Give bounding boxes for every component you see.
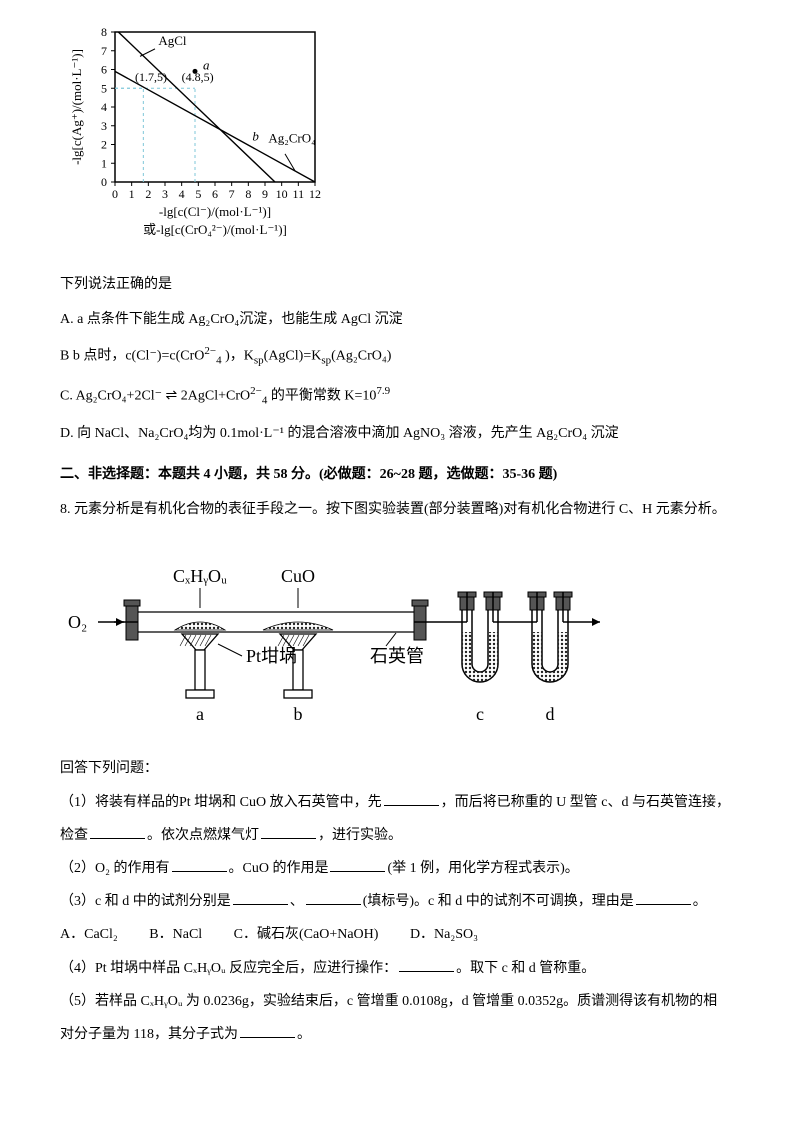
svg-text:-lg[c(Cl⁻)/(mol·L⁻¹)]: -lg[c(Cl⁻)/(mol·L⁻¹)] [159,204,271,219]
svg-text:(1.7,5): (1.7,5) [135,70,167,84]
p3a: （3）c 和 d 中的试剂分别是 [60,894,231,909]
svg-text:6: 6 [101,63,107,77]
q7-prompt: 下列说法正确的是 [60,272,733,297]
reagent-d: D．Na₂SO₃ [410,927,478,942]
solubility-graph: 0123456789101112012345678abAgClAg₂CrO₄(1… [60,20,733,260]
svg-text:b: b [252,129,259,144]
p3b: 、 [290,894,304,909]
apparatus-diagram: O₂ CₓHᵧOᵤ CuO Pt坩埚 石英管 a b c d [60,534,733,744]
svg-text:8: 8 [101,25,107,39]
p3d: 。 [693,894,707,909]
blank [330,856,385,872]
svg-text:2: 2 [145,187,151,201]
q7-opt-b: B b 点时，c(Cl⁻)=c(CrO2−4 )，Ksp(AgCl)=Ksp(A… [60,342,733,371]
p4b: 。取下 c 和 d 管称重。 [456,961,595,976]
svg-text:5: 5 [101,81,107,95]
svg-text:5: 5 [195,187,201,201]
svg-text:9: 9 [262,187,268,201]
q8-p4: （4）Pt 坩埚中样品 CₓHᵧOᵤ 反应完全后，应进行操作： 。取下 c 和 d… [60,956,733,981]
p1d: 。依次点燃煤气灯 [147,828,259,843]
p5c: 。 [297,1027,311,1042]
q8-p5: （5）若样品 CₓHᵧOᵤ 为 0.0236g，实验结束后，c 管增重 0.01… [60,989,733,1014]
svg-text:3: 3 [162,187,168,201]
svg-text:d: d [546,704,555,724]
svg-text:石英管: 石英管 [370,646,424,666]
p2b: 。CuO 的作用是 [229,861,329,876]
svg-text:-lg[c(Ag⁺)/(mol·L⁻¹)]: -lg[c(Ag⁺)/(mol·L⁻¹)] [69,49,84,165]
svg-text:Pt坩埚: Pt坩埚 [246,646,297,666]
svg-text:8: 8 [245,187,251,201]
svg-text:2: 2 [101,138,107,152]
q8-p1-cont: 检查 。依次点燃煤气灯 ，进行实验。 [60,823,733,848]
q7-b-4: (Ag₂CrO₄) [331,349,391,364]
p1e: ，进行实验。 [318,828,402,843]
reagent-options: A．CaCl₂ B．NaCl C．碱石灰(CaO+NaOH) D．Na₂SO₃ [60,922,733,947]
p1b: ，而后将已称重的 U 型管 c、d 与石英管连接， [441,795,730,810]
p5a: （5）若样品 CₓHᵧOᵤ 为 0.0236g，实验结束后，c 管增重 0.01… [60,994,717,1009]
p3c: (填标号)。c 和 d 中的试剂不可调换，理由是 [363,894,634,909]
svg-text:Ag₂CrO₄: Ag₂CrO₄ [268,131,316,146]
svg-text:7: 7 [229,187,235,201]
blank [261,823,316,839]
svg-text:a: a [196,704,204,724]
svg-text:10: 10 [276,187,288,201]
svg-text:6: 6 [212,187,218,201]
p1c: 检查 [60,828,88,843]
svg-text:4: 4 [101,100,107,114]
svg-text:CuO: CuO [281,566,315,586]
q7-c-exp: 7.9 [376,385,390,397]
q8-p5-cont: 对分子量为 118，其分子式为 。 [60,1022,733,1047]
svg-text:b: b [294,704,303,724]
q8-intro: 8. 元素分析是有机化合物的表征手段之一。按下图实验装置(部分装置略)对有机化合… [60,497,733,522]
blank [233,889,288,905]
q7-c-1: C. Ag₂CrO₄+2Cl⁻ ⇌ 2AgCl+CrO [60,388,250,403]
section-header: 二、非选择题：本题共 4 小题，共 58 分。(必做题：26~28 题，选做题：… [60,462,733,487]
q7-b-1: B b 点时，c(Cl⁻)=c(CrO [60,349,204,364]
q7-opt-a: A. a 点条件下能生成 Ag₂CrO₄沉淀，也能生成 AgCl 沉淀 [60,307,733,332]
svg-text:11: 11 [293,187,305,201]
svg-text:3: 3 [101,119,107,133]
blank [90,823,145,839]
svg-text:(4.8,5): (4.8,5) [182,70,214,84]
p1a: （1）将装有样品的Pt 坩埚和 CuO 放入石英管中，先 [60,795,382,810]
svg-text:1: 1 [101,156,107,170]
svg-text:7: 7 [101,44,107,58]
reagent-a: A．CaCl₂ [60,927,118,942]
svg-text:0: 0 [112,187,118,201]
q8-p3: （3）c 和 d 中的试剂分别是 、 (填标号)。c 和 d 中的试剂不可调换，理由… [60,889,733,914]
q8-p1: （1）将装有样品的Pt 坩埚和 CuO 放入石英管中，先 ，而后将已称重的 U 型… [60,790,733,815]
blank [636,889,691,905]
blank [399,956,454,972]
blank [240,1022,295,1038]
q7-c-2: 的平衡常数 K=10 [267,388,376,403]
blank [306,889,361,905]
svg-text:O₂: O₂ [68,612,87,632]
svg-text:4: 4 [179,187,185,201]
reagent-c: C．碱石灰(CaO+NaOH) [234,927,379,942]
blank [384,790,439,806]
q7-b-2: )，K [222,349,254,364]
svg-text:CₓHᵧOᵤ: CₓHᵧOᵤ [173,566,227,587]
svg-text:或-lg[c(CrO₄²⁻)/(mol·L⁻¹)]: 或-lg[c(CrO₄²⁻)/(mol·L⁻¹)] [143,222,287,237]
blank [172,856,227,872]
svg-text:12: 12 [309,187,321,201]
p2a: （2）O₂ 的作用有 [60,861,170,876]
svg-text:0: 0 [101,175,107,189]
apparatus-svg: O₂ CₓHᵧOᵤ CuO Pt坩埚 石英管 a b c d [60,534,620,744]
p5b: 对分子量为 118，其分子式为 [60,1027,238,1042]
p4a: （4）Pt 坩埚中样品 CₓHᵧOᵤ 反应完全后，应进行操作： [60,961,397,976]
p2c: (举 1 例，用化学方程式表示)。 [387,861,578,876]
q7-opt-c: C. Ag₂CrO₄+2Cl⁻ ⇌ 2AgCl+CrO2−4 的平衡常数 K=1… [60,382,733,411]
reagent-b: B．NaCl [149,927,202,942]
q7-opt-d: D. 向 NaCl、Na₂CrO₄均为 0.1mol·L⁻¹ 的混合溶液中滴加 … [60,421,733,446]
q7-b-3: (AgCl)=K [264,349,322,364]
svg-text:1: 1 [129,187,135,201]
answer-prompt: 回答下列问题： [60,756,733,781]
svg-text:AgCl: AgCl [158,33,187,48]
svg-text:c: c [476,704,484,724]
graph-svg: 0123456789101112012345678abAgClAg₂CrO₄(1… [60,20,350,260]
q8-p2: （2）O₂ 的作用有 。CuO 的作用是 (举 1 例，用化学方程式表示)。 [60,856,733,881]
